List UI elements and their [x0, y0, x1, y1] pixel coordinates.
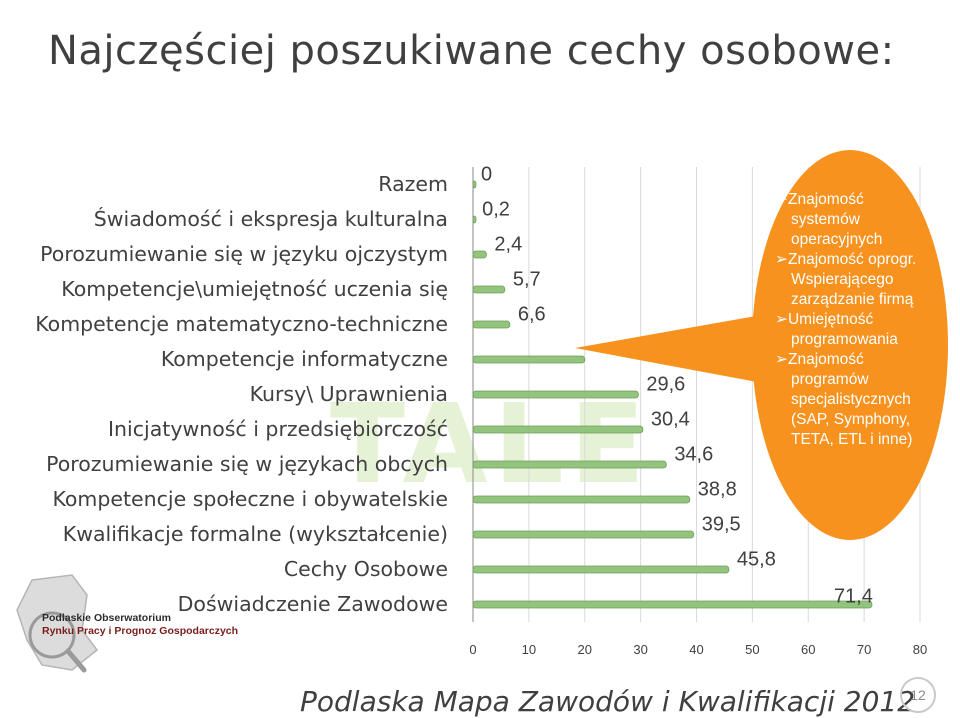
- bar: [472, 530, 695, 539]
- callout-line: programów: [791, 371, 869, 388]
- callout-line: zarządzanie firmą: [791, 291, 914, 308]
- category-label: Kompetencje matematyczno-techniczne: [35, 312, 448, 336]
- category-label: Cechy Osobowe: [283, 557, 448, 581]
- x-tick-label: 10: [522, 642, 536, 657]
- value-label: 45,8: [737, 549, 776, 571]
- bar: [472, 565, 730, 574]
- value-label: 0,2: [482, 199, 510, 221]
- value-label: 29,6: [646, 374, 685, 396]
- category-label: Porozumiewanie się w językach obcych: [46, 452, 448, 476]
- callout-line: TETA, ETL i inne): [791, 431, 913, 448]
- bar: [472, 285, 506, 294]
- bar: [472, 320, 511, 329]
- x-tick-label: 20: [578, 642, 592, 657]
- callout-bubble: [752, 150, 948, 540]
- callout-text: ➢Znajomość systemów operacyjnych ➢Znajom…: [775, 190, 945, 450]
- x-tick-label: 30: [633, 642, 647, 657]
- watermark: TALE: [330, 380, 651, 508]
- bar: [472, 495, 691, 504]
- x-tick-label: 0: [469, 642, 476, 657]
- x-tick-label: 80: [913, 642, 927, 657]
- value-label: 71,4: [834, 586, 873, 608]
- category-label: Kompetencje społeczne i obywatelskie: [52, 487, 448, 511]
- bar: [472, 180, 477, 189]
- category-label: Doświadczenie Zawodowe: [177, 592, 448, 616]
- category-label: Świadomość i ekspresja kulturalna: [93, 207, 448, 231]
- callout-line: specjalistycznych: [791, 391, 911, 408]
- callout-line: systemów: [791, 211, 860, 228]
- x-tick-label: 40: [689, 642, 703, 657]
- x-tick-label: 60: [801, 642, 815, 657]
- bar: [472, 250, 487, 259]
- callout-line: programowania: [791, 331, 898, 348]
- value-label: 5,7: [513, 269, 541, 291]
- callout-line: ➢Znajomość: [775, 351, 864, 368]
- bar: [472, 355, 586, 364]
- bar: [472, 390, 639, 399]
- footer-text: Podlaska Mapa Zawodów i Kwalifikacji 201…: [300, 685, 916, 718]
- value-label: 38,8: [698, 479, 737, 501]
- value-label: 30,4: [651, 409, 690, 431]
- callout-line: operacyjnych: [791, 231, 883, 248]
- category-label: Razem: [378, 172, 448, 196]
- logo-line: Podlaskie Obserwatorium: [42, 612, 171, 624]
- page-number: 12: [900, 677, 936, 713]
- value-label: 39,5: [702, 514, 741, 536]
- category-label: Kwalifikacje formalne (wykształcenie): [62, 522, 448, 546]
- logo-map-graphic: [16, 574, 99, 673]
- bar: [472, 425, 644, 434]
- category-label: Kompetencje informatyczne: [160, 347, 448, 371]
- bar: [472, 215, 477, 224]
- callout-line: Wspierającego: [791, 271, 894, 288]
- logo-line: Rynku Pracy i Prognoz Gospodarczych: [42, 625, 239, 637]
- category-label: Kursy\ Uprawnienia: [249, 382, 448, 406]
- bar: [472, 600, 873, 609]
- callout-pointer: [575, 310, 800, 390]
- logo: Podlaskie Obserwatorium Rynku Pracy i Pr…: [42, 612, 238, 638]
- bar: [472, 460, 667, 469]
- callout-line: (SAP, Symphony,: [791, 411, 911, 428]
- page-title: Najczęściej poszukiwane cechy osobowe:: [48, 28, 895, 74]
- value-label: 34,6: [674, 444, 713, 466]
- value-label: 0: [481, 164, 492, 186]
- callout-line: ➢Znajomość oprogr.: [775, 251, 917, 268]
- value-label: 6,6: [518, 304, 546, 326]
- callout-line: ➢Umiejętność: [775, 311, 874, 328]
- category-label: Porozumiewanie się w języku ojczystym: [40, 242, 448, 266]
- category-labels: Razem Świadomość i ekspresja kulturalna …: [35, 167, 448, 622]
- value-label: 2,4: [494, 234, 522, 256]
- category-label: Kompetencje\umiejętność uczenia się: [61, 277, 448, 301]
- x-tick-label: 50: [745, 642, 759, 657]
- callout-line: ➢Znajomość: [775, 191, 864, 208]
- x-tick-label: 70: [857, 642, 871, 657]
- category-label: Inicjatywność i przedsiębiorczość: [108, 417, 448, 441]
